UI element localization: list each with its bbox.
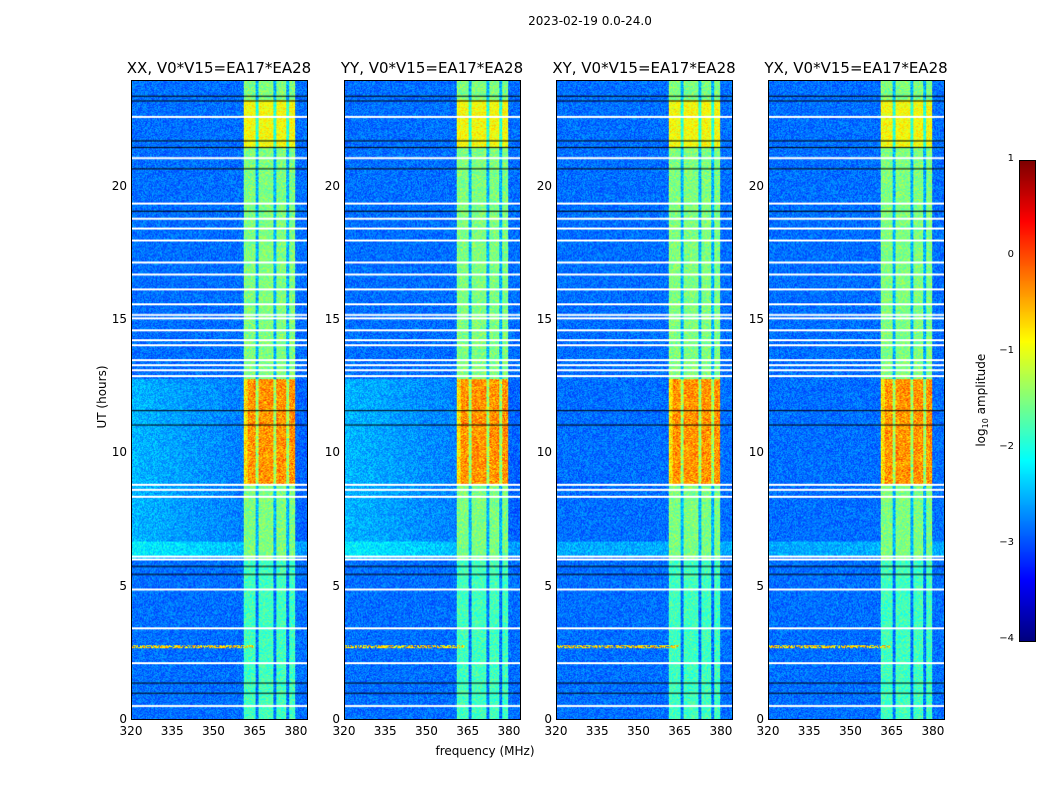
y-tick-label: 15 — [748, 312, 764, 326]
y-tick-label: 5 — [119, 578, 127, 593]
x-tick-label: 380 — [497, 724, 521, 738]
x-tick-label: 380 — [284, 724, 308, 738]
x-tick-label: 320 — [544, 724, 568, 738]
x-tick-label: 320 — [756, 724, 780, 738]
x-tick-label: 380 — [921, 724, 945, 738]
colorbar-tick-label: −4 — [999, 633, 1014, 644]
x-tick-label: 365 — [880, 724, 904, 738]
x-tick-label: 320 — [332, 724, 356, 738]
heatmap-panel-xx — [131, 80, 308, 720]
x-tick-label: 350 — [839, 724, 862, 738]
y-tick-label: 15 — [324, 312, 340, 326]
x-tick-label: 350 — [202, 724, 225, 738]
panel-title: YY, V0*V15=EA17*EA28 — [340, 59, 524, 77]
colorbar-tick-label: −3 — [999, 537, 1014, 548]
x-tick-label: 350 — [415, 724, 438, 738]
panel-title: YX, V0*V15=EA17*EA28 — [764, 59, 948, 77]
colorbar-tick-label: −1 — [999, 345, 1014, 356]
colorbar — [1019, 160, 1036, 642]
x-tick-label: 365 — [668, 724, 692, 738]
colorbar-label: log10 amplitude — [973, 353, 991, 447]
y-tick-label: 0 — [119, 712, 127, 726]
y-tick-label: 20 — [324, 178, 340, 193]
x-axis-label: frequency (MHz) — [435, 744, 535, 758]
x-tick-label: 335 — [797, 724, 821, 738]
heatmap-panel-xy — [556, 80, 733, 720]
heatmap-panel-yx — [768, 80, 945, 720]
y-tick-label: 20 — [536, 178, 552, 193]
colorbar-tick-label: 1 — [1007, 153, 1014, 164]
y-tick-label: 20 — [748, 178, 764, 193]
y-tick-label: 0 — [544, 712, 552, 726]
x-tick-label: 335 — [585, 724, 609, 738]
x-tick-label: 365 — [243, 724, 267, 738]
y-tick-label: 10 — [324, 445, 340, 460]
panel-title: XY, V0*V15=EA17*EA28 — [552, 59, 736, 77]
y-axis-label: UT (hours) — [95, 365, 109, 429]
x-tick-label: 335 — [373, 724, 397, 738]
y-tick-label: 5 — [332, 578, 340, 593]
y-tick-label: 15 — [536, 312, 552, 326]
x-tick-label: 350 — [627, 724, 650, 738]
y-tick-label: 5 — [544, 578, 552, 593]
y-tick-label: 0 — [756, 712, 764, 726]
x-tick-label: 365 — [456, 724, 480, 738]
colorbar-tick-label: −2 — [999, 441, 1014, 452]
y-tick-label: 15 — [111, 312, 127, 326]
panel-title: XX, V0*V15=EA17*EA28 — [126, 59, 312, 77]
y-tick-label: 10 — [536, 445, 552, 460]
x-tick-label: 380 — [709, 724, 733, 738]
y-tick-label: 20 — [111, 178, 127, 193]
y-tick-label: 10 — [748, 445, 764, 460]
x-tick-label: 320 — [119, 724, 143, 738]
figure-title: 2023-02-19 0.0-24.0 — [528, 14, 652, 28]
y-tick-label: 0 — [332, 712, 340, 726]
y-tick-label: 10 — [111, 445, 127, 460]
y-tick-label: 5 — [756, 578, 764, 593]
heatmap-panel-yy — [344, 80, 521, 720]
colorbar-tick-label: 0 — [1007, 249, 1014, 260]
x-tick-label: 335 — [160, 724, 184, 738]
